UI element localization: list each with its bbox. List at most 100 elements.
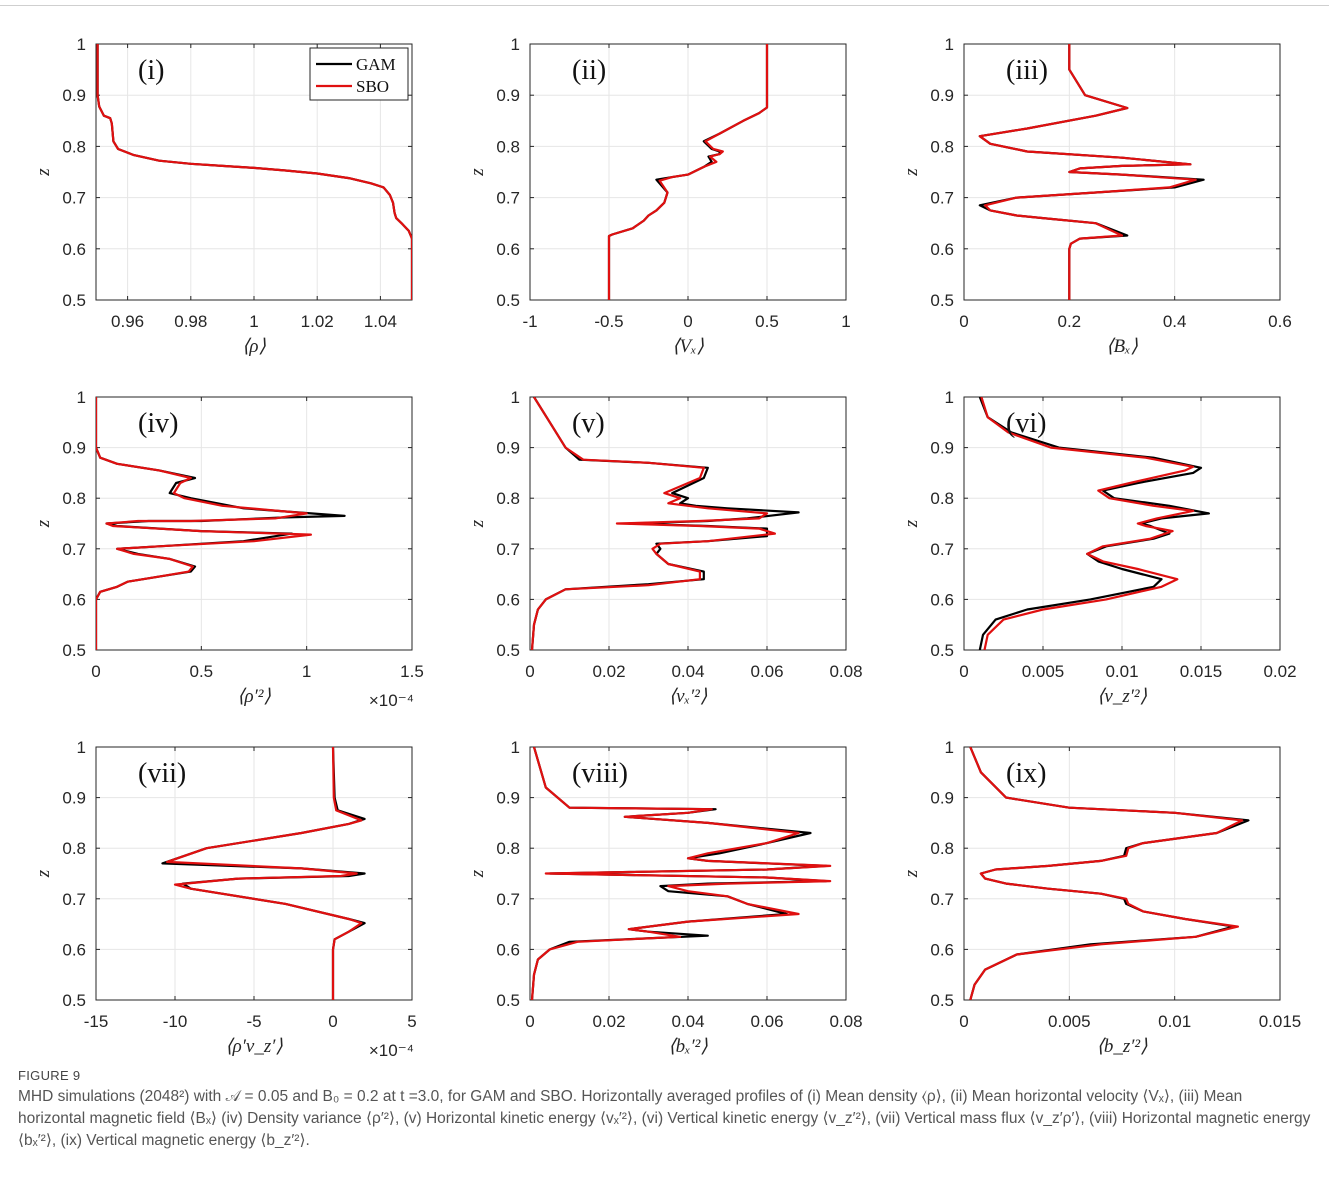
y-tick-label: 0.8 [62, 489, 86, 508]
chart-panel: -15 -10 -5 0 5 0.5 0.6 0.7 0.8 0.9 1 ⟨ρ′v_z′⟩ z ×10⁻⁴… [33, 738, 417, 1060]
panel-label: (v) [572, 408, 605, 439]
x-tick-label: 0.02 [1263, 662, 1296, 681]
y-tick-label: 0.5 [62, 641, 86, 660]
y-tick-label: 0.7 [496, 540, 520, 559]
series-line-sbo [969, 747, 1244, 1000]
x-tick-label: 0.2 [1058, 312, 1082, 331]
x-tick-label: 0.005 [1022, 662, 1065, 681]
y-tick-label: 1 [511, 35, 520, 54]
caption-text: MHD simulations (2048²) with 𝒜 = 0.05 an… [18, 1088, 1311, 1149]
x-tick-label: 1.02 [301, 312, 334, 331]
x-tick-label: -15 [84, 1012, 109, 1031]
y-tick-label: 0.9 [62, 789, 86, 808]
x-tick-label: 1 [841, 312, 850, 331]
y-tick-label: 0.7 [62, 189, 86, 208]
y-tick-label: 0.5 [930, 641, 954, 660]
y-tick-label: 0.7 [496, 890, 520, 909]
y-tick-label: 1 [77, 388, 86, 407]
y-tick-label: 0.6 [930, 590, 954, 609]
x-tick-label: -10 [163, 1012, 188, 1031]
y-tick-label: 0.9 [930, 439, 954, 458]
x-axis-label: ⟨ρ′v_z′⟩ [225, 1036, 283, 1057]
y-tick-label: 0.6 [930, 240, 954, 259]
legend-label: SBO [356, 77, 389, 96]
y-tick-label: 0.7 [496, 189, 520, 208]
x-tick-label: 0 [959, 662, 968, 681]
y-tick-label: 0.8 [62, 137, 86, 156]
axes-frame [963, 746, 1281, 1001]
y-tick-label: 1 [511, 388, 520, 407]
top-divider [0, 5, 1329, 6]
series-line-sbo [96, 397, 312, 650]
y-tick-label: 0.8 [930, 489, 954, 508]
y-tick-label: 0.7 [930, 890, 954, 909]
x-scale-label: ×10⁻⁴ [369, 1041, 414, 1060]
chart-panel: -1 -0.5 0 0.5 1 0.5 0.6 0.7 0.8 0.9 1 ⟨Vₓ⟩ z (ii) [467, 35, 851, 357]
legend-box [309, 47, 409, 101]
y-tick-label: 0.6 [496, 940, 520, 959]
x-axis-label: ⟨Bₓ⟩ [1106, 336, 1138, 357]
y-tick-label: 0.8 [496, 489, 520, 508]
chart-panel: 0 0.02 0.04 0.06 0.08 0.5 0.6 0.7 0.8 0.9 1 ⟨bₓ′²⟩ z… [467, 738, 863, 1057]
panel-label: (ix) [1006, 758, 1046, 789]
x-tick-label: 0.015 [1259, 1012, 1302, 1031]
y-tick-label: 0.9 [930, 789, 954, 808]
figure-panels: 0.96 0.98 1 1.02 1.04 0.5 0.6 0.7 0.8 0.9 1 ⟨ρ⟩ z (i)… [33, 35, 1301, 1060]
y-tick-label: 0.8 [496, 137, 520, 156]
y-tick-label: 0.9 [62, 86, 86, 105]
y-tick-label: 0.5 [496, 291, 520, 310]
x-tick-label: 0.5 [755, 312, 779, 331]
y-tick-label: 0.5 [62, 291, 86, 310]
panel-label: (vii) [138, 758, 186, 789]
y-tick-label: 0.8 [496, 839, 520, 858]
x-tick-label: 0 [525, 662, 534, 681]
panel-label: (i) [138, 55, 164, 86]
panel-label: (iii) [1006, 55, 1048, 86]
y-tick-label: 0.9 [496, 439, 520, 458]
series-line-sbo [530, 397, 777, 650]
panel-label: (viii) [572, 758, 628, 789]
plot-area [964, 44, 1280, 300]
x-tick-label: 0.08 [829, 662, 862, 681]
x-tick-label: 0 [91, 662, 100, 681]
x-axis-label: ⟨Vₓ⟩ [672, 336, 704, 357]
y-axis-label: z [33, 869, 54, 878]
y-tick-label: 0.5 [930, 991, 954, 1010]
x-scale-label: ×10⁻⁴ [369, 691, 414, 710]
panel-label: (vi) [1006, 408, 1046, 439]
x-tick-label: 0.01 [1158, 1012, 1191, 1031]
series-line-sbo [980, 397, 1195, 650]
x-tick-label: 0.06 [750, 1012, 783, 1031]
y-axis-label: z [467, 168, 488, 177]
x-tick-label: 0.01 [1105, 662, 1138, 681]
y-axis-label: z [901, 519, 922, 528]
x-tick-label: 0.04 [671, 1012, 704, 1031]
x-tick-label: 0.5 [190, 662, 214, 681]
x-tick-label: 0 [959, 1012, 968, 1031]
x-axis-label: ⟨v_z′²⟩ [1097, 686, 1148, 707]
chart-panel: 0 0.005 0.01 0.015 0.5 0.6 0.7 0.8 0.9 1 ⟨b_z′²⟩ z (… [901, 738, 1301, 1057]
y-axis-label: z [33, 168, 54, 177]
chart-panel: 0 0.02 0.04 0.06 0.08 0.5 0.6 0.7 0.8 0.9 1 ⟨vₓ′²⟩ z… [467, 388, 863, 707]
series-line-sbo [166, 747, 363, 1000]
axes-frame [95, 396, 413, 651]
y-tick-label: 0.9 [62, 439, 86, 458]
chart-panel: 0 0.2 0.4 0.6 0.5 0.6 0.7 0.8 0.9 1 ⟨Bₓ⟩ z (iii) [901, 35, 1292, 357]
x-tick-label: 1 [249, 312, 258, 331]
x-tick-label: 0.06 [750, 662, 783, 681]
x-tick-label: 0.08 [829, 1012, 862, 1031]
legend: GAM SBO [309, 47, 409, 101]
y-tick-label: 1 [945, 35, 954, 54]
legend-label: GAM [356, 55, 396, 74]
y-tick-label: 0.6 [930, 940, 954, 959]
x-tick-label: 1 [302, 662, 311, 681]
series-line-sbo [96, 44, 412, 300]
chart-panel: 0 0.5 1 1.5 0.5 0.6 0.7 0.8 0.9 1 ⟨ρ′²⟩ z ×10⁻⁴ (iv) [33, 388, 424, 710]
x-tick-label: 1.04 [364, 312, 397, 331]
x-tick-label: 0.02 [592, 1012, 625, 1031]
plot-area [96, 397, 412, 650]
y-tick-label: 0.9 [930, 86, 954, 105]
series-line-sbo [978, 44, 1197, 300]
panel-label: (iv) [138, 408, 178, 439]
plot-area [964, 747, 1280, 1000]
